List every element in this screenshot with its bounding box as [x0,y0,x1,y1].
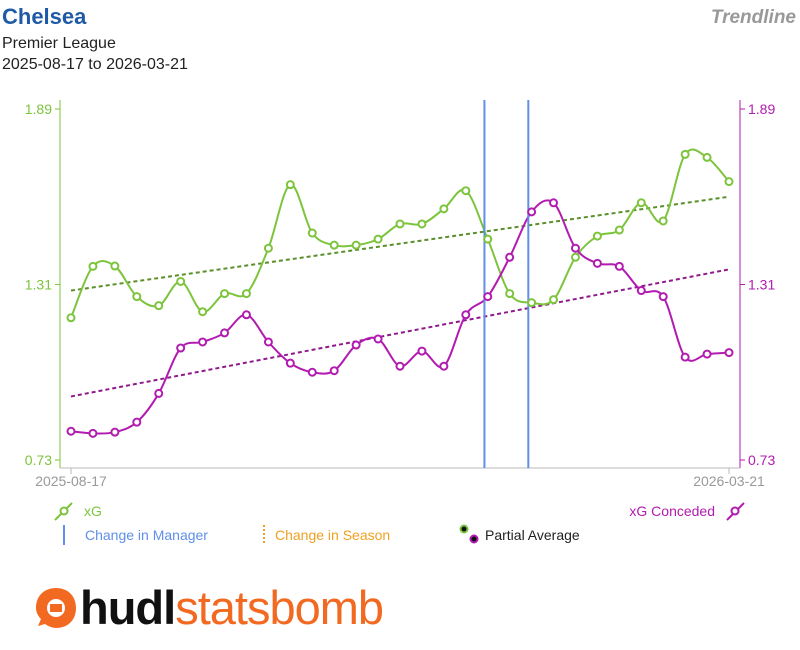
xg-conceded-point [132,417,142,427]
data-points [66,149,734,438]
xg-point [263,243,273,253]
xg-point [351,240,361,250]
xg-point [329,240,339,250]
xg-conceded-point [549,198,559,208]
xg-point [285,180,295,190]
trend-lines [70,195,730,398]
legend-xg-label: xG [84,503,102,519]
xg-point [592,231,602,241]
event-markers [483,100,530,468]
xg-conceded-point [439,361,449,371]
xg-point [570,252,580,262]
brand-logo: hudlstatsbomb [80,581,384,634]
xg-point [176,276,186,286]
xg-conceded-point [307,367,317,377]
xg-conceded-point [285,358,295,368]
xg-point [505,289,515,299]
xg-conceded-point [417,346,427,356]
xg-point [198,307,208,317]
x-tick-label-start: 2025-08-17 [35,473,107,489]
right-y-tick-label: 1.89 [748,101,775,117]
xg-point [132,292,142,302]
xg-point [110,261,120,271]
left-y-tick-label: 0.73 [25,452,52,468]
xg-conceded-point [176,343,186,353]
xg-conceded-point [373,334,383,344]
brand-word-statsbomb: statsbomb [175,581,384,634]
statsbomb-logo-icon [36,588,76,628]
xg-conceded-point [198,337,208,347]
left-y-tick-label: 1.89 [25,101,52,117]
xg-point [307,228,317,238]
xg-conceded-point [154,388,164,398]
xg-trend-line [70,195,730,292]
xg-conceded-point [680,352,690,362]
legend-xg-conceded-label: xG Conceded [629,503,715,519]
xg-conceded-point [220,328,230,338]
series-lines [70,148,730,435]
xg-point [702,152,712,162]
xg-conceded-point [505,252,515,262]
xg-point [395,219,405,229]
xg-conceded-point [702,349,712,359]
xg-point [154,301,164,311]
xg-point [636,198,646,208]
right-y-tick-label: 0.73 [748,452,775,468]
legend-xg-dot [59,506,69,516]
x-tick-label-end: 2026-03-21 [693,473,765,489]
chart-kind-label: Trendline [710,7,796,28]
xg-conceded-point [592,258,602,268]
xg-point [483,234,493,244]
xg-point [241,289,251,299]
xg-conceded-series-line [70,199,730,435]
legend-partial-xg-dot [459,524,469,534]
chart-axes [55,100,745,474]
legend-season-label: Change in Season [275,527,390,543]
xg-conceded-point [395,361,405,371]
xg-conceded-point [329,366,339,376]
xg-conceded-point [483,292,493,302]
xg-conceded-point [351,340,361,350]
xg-conceded-point [724,348,734,358]
xg-conceded-point [66,426,76,436]
xg-conceded-point [88,428,98,438]
team-title: Chelsea [2,4,87,29]
xg-conceded-point [263,337,273,347]
xg-point [724,177,734,187]
xg-point [373,234,383,244]
xg-point [680,149,690,159]
date-range: 2025-08-17 to 2026-03-21 [2,56,188,73]
legend-partial-conceded-dot [469,534,479,544]
legend-manager-label: Change in Manager [85,527,208,543]
xg-point [461,186,471,196]
left-y-tick-label: 1.31 [25,277,52,293]
chart-legend: xG xG Conceded Change in Manager Change in … [54,502,745,545]
xg-point [439,204,449,214]
xg-series-line [70,148,730,319]
xg-point [220,289,230,299]
xg-point [417,219,427,229]
xg-conceded-point [527,207,537,217]
xg-conceded-point [241,310,251,320]
brand-word-hudl: hudl [80,581,176,634]
xg-conceded-point [461,310,471,320]
xg-conceded-point [570,243,580,253]
right-y-tick-label: 1.31 [748,277,775,293]
xg-conceded-point [614,261,624,271]
xg-point [66,313,76,323]
competition-label: Premier League [2,35,116,52]
xg-point [527,298,537,308]
axis-labels: 1.89 1.31 0.73 1.89 1.31 0.73 2025-08-17 2026-0… [25,101,776,489]
xg-point [658,216,668,226]
xg-point [88,261,98,271]
xg-conceded-point [658,292,668,302]
xg-conceded-trend-line [70,268,730,398]
legend-xg-conceded-dot [730,506,740,516]
legend-partial-label: Partial Average [485,527,580,543]
xg-point [549,295,559,305]
xg-conceded-point [636,286,646,296]
xg-point [614,225,624,235]
xg-conceded-point [110,427,120,437]
